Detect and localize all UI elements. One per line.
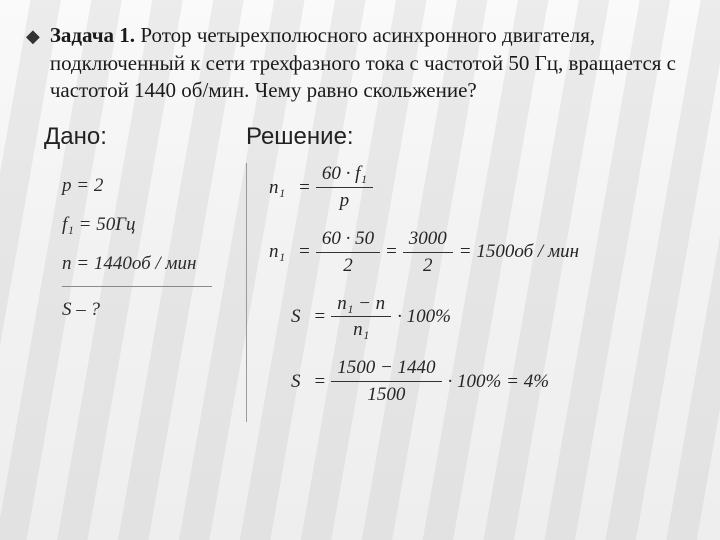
problem-statement: ◆ Задача 1. Ротор четырехполюсного асинх… [26,22,694,105]
solution-column: n₁ = 60 · f₁ p n₁ = 60 · 50 2 = 3000 2 =… [269,163,694,422]
bullet-icon: ◆ [26,22,40,50]
denominator: 1500 [361,382,411,406]
work-area: p = 2 f₁ = 50Гц n = 1440об / мин S – ? n… [56,163,694,422]
given-line: f₁ = 50Гц [62,206,246,245]
problem-text: Задача 1. Ротор четырехполюсного асинхро… [50,22,694,105]
given-header: Дано: [44,123,246,151]
denominator: 2 [417,253,439,277]
given-column: p = 2 f₁ = 50Гц n = 1440об / мин S – ? [56,163,246,422]
eq-lhs: n₁ [269,177,285,199]
given-line: S – ? [62,291,246,330]
equals-sign: = [315,306,326,328]
fraction: 60 · f₁ p [316,163,373,212]
numerator: n₁ − n [331,293,391,317]
equals-sign: = [386,241,397,263]
equals-sign: = [315,371,326,393]
given-line: n = 1440об / мин [62,245,246,284]
problem-label: Задача 1. [50,23,135,47]
fraction: 1500 − 1440 1500 [331,357,441,406]
equation-4: S = 1500 − 1440 1500 · 100% = 4% [291,357,694,406]
numerator: 3000 [403,228,453,252]
equals-sign: = [299,241,310,263]
eq-lhs: S [291,371,301,393]
eq-tail: · 100% = 4% [448,371,549,393]
solution-header: Решение: [246,123,354,151]
fraction: n₁ − n n₁ [331,293,391,342]
equals-sign: = [299,177,310,199]
denominator: n₁ [347,317,375,341]
equation-1: n₁ = 60 · f₁ p [269,163,694,212]
fraction: 3000 2 [403,228,453,277]
vertical-separator [246,163,247,422]
eq-lhs: n₁ [269,241,285,263]
given-line: p = 2 [62,167,246,206]
numerator: 60 · 50 [316,228,380,252]
denominator: p [334,188,356,212]
denominator: 2 [337,253,359,277]
eq-lhs: S [291,306,301,328]
equation-3: S = n₁ − n n₁ · 100% [291,293,694,342]
numerator: 1500 − 1440 [331,357,441,381]
given-divider [62,286,212,287]
section-headers: Дано: Решение: [44,123,694,151]
fraction: 60 · 50 2 [316,228,380,277]
equation-2: n₁ = 60 · 50 2 = 3000 2 = 1500об / мин [269,228,694,277]
eq-tail: · 100% [397,306,451,328]
eq-result: = 1500об / мин [459,241,579,263]
problem-body: Ротор четырехполюсного асинхронного двиг… [50,23,676,102]
numerator: 60 · f₁ [316,163,373,187]
